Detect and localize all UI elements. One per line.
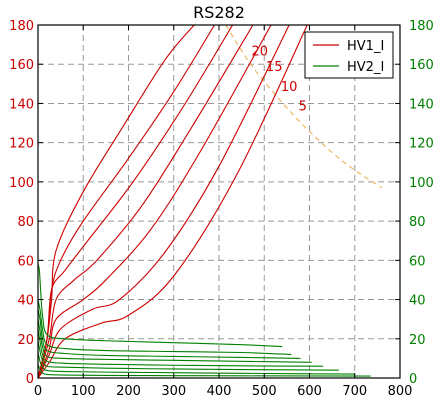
hv2-curve [38, 309, 301, 359]
x-tick-label: 0 [34, 384, 42, 399]
y-right-tick-label: 100 [409, 176, 434, 191]
hv1-curve [38, 25, 308, 378]
y-right-tick-label: 120 [409, 137, 434, 152]
legend-label: HV1_I [347, 39, 384, 54]
hv1-curve [38, 25, 272, 378]
y-left-tick-label: 80 [17, 215, 34, 230]
legend-box [304, 31, 394, 79]
y-left-tick-label: 180 [9, 19, 34, 34]
hv1-curve [38, 25, 254, 378]
y-right-tick-label: 140 [409, 97, 434, 112]
contour-label: 5 [299, 99, 307, 114]
y-right-tick-label: 0 [409, 372, 417, 387]
x-tick-label: 800 [388, 384, 413, 399]
x-tick-label: 300 [161, 384, 186, 399]
power-limit-curve [225, 25, 383, 189]
hv2-curve [38, 364, 371, 377]
y-right-tick-label: 60 [409, 254, 426, 269]
hv2-curve [38, 264, 283, 348]
y-left-tick-label: 140 [9, 97, 34, 112]
y-left-tick-label: 20 [17, 333, 34, 348]
y-right-tick-label: 20 [409, 333, 426, 348]
hv2-curve [38, 340, 339, 371]
y-left-tick-label: 40 [17, 294, 34, 309]
hv1-curve [38, 25, 195, 378]
y-left-tick-label: 120 [9, 137, 34, 152]
hv2-curve [38, 299, 292, 356]
legend: HV1_I HV2_I [304, 31, 394, 79]
contour-label: 20 [251, 44, 268, 59]
hv1-curve [38, 25, 290, 378]
contour-label: 15 [266, 60, 283, 75]
y-right-tick-label: 40 [409, 294, 426, 309]
contour-label: 10 [281, 80, 298, 95]
hv2-curve [38, 352, 355, 375]
y-right-tick-label: 180 [409, 19, 434, 34]
x-tick-label: 400 [207, 384, 232, 399]
chart-title: RS282 [193, 3, 245, 22]
hv1-curve [38, 25, 234, 378]
x-tick-label: 100 [71, 384, 96, 399]
x-tick-label: 600 [297, 384, 322, 399]
y-left-tick-label: 0 [26, 372, 34, 387]
axes: 0 100 200 300 400 500 600 700 800020406080100120… [9, 19, 434, 399]
hv2-curve [38, 328, 324, 367]
y-right-tick-label: 80 [409, 215, 426, 230]
y-left-tick-label: 100 [9, 176, 34, 191]
y-left-tick-label: 160 [9, 58, 34, 73]
plot-frame [37, 24, 401, 379]
x-tick-label: 500 [252, 384, 277, 399]
y-left-tick-label: 60 [17, 254, 34, 269]
plot-clip-group [38, 25, 383, 378]
legend-label: HV2_I [347, 60, 384, 75]
y-right-tick-label: 160 [409, 58, 434, 73]
hv2-curve [38, 319, 312, 363]
x-tick-label: 700 [342, 384, 367, 399]
x-tick-label: 200 [116, 384, 141, 399]
